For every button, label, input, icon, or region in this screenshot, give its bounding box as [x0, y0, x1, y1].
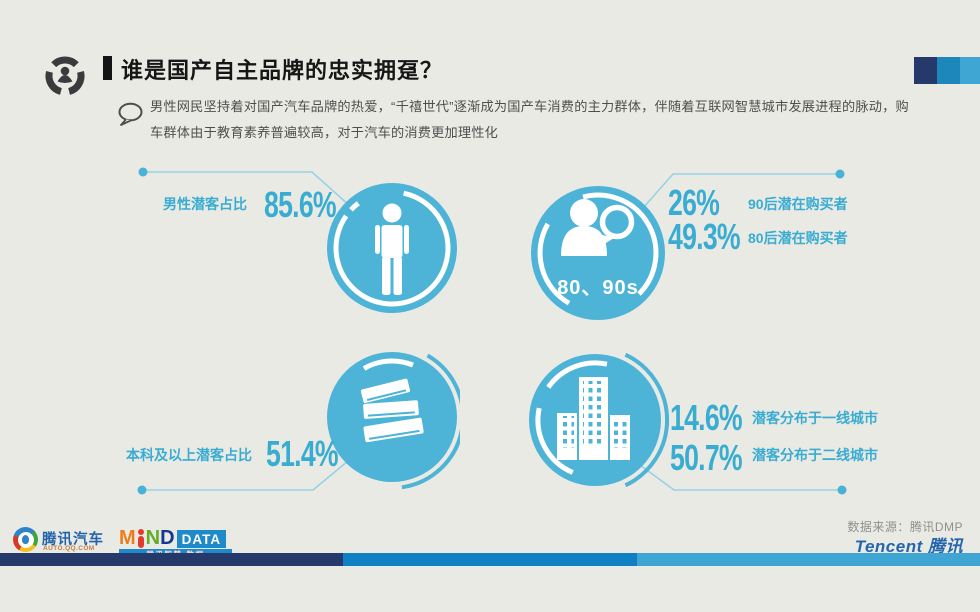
minddata-letter-d: D	[160, 527, 175, 549]
connector-line	[642, 173, 840, 209]
age-90s-label: 90后潜在购买者	[748, 196, 848, 212]
city-tier2-value: 50.7%	[670, 437, 743, 478]
decor-square-blue	[937, 57, 960, 84]
data-source-text: 数据来源：腾讯DMP	[847, 520, 963, 534]
page-title: 谁是国产自主品牌的忠实拥趸？	[121, 58, 444, 83]
age-80s-label: 80后潜在购买者	[748, 230, 848, 246]
title-accent-bar	[103, 56, 112, 80]
connector-dot	[835, 169, 845, 179]
age-badge: 80、90s	[557, 277, 639, 299]
connector-line	[639, 464, 842, 491]
education-stat-graphic	[137, 352, 460, 495]
minddata-letter-n: N	[145, 527, 161, 549]
connector-dot	[138, 167, 148, 177]
minddata-data-box: DATA	[176, 529, 227, 548]
tencent-auto-wordmark: 腾讯汽车	[42, 532, 104, 548]
speech-bubble-icon	[118, 102, 143, 126]
footer-bar-blue	[343, 553, 637, 566]
city-tier1-label: 潜客分布于一线城市	[752, 410, 878, 426]
minddata-person-icon	[137, 529, 144, 548]
footer-bar-light	[637, 553, 980, 566]
books-icon	[360, 378, 424, 443]
tencent-auto-url-caption: AUTO.QQ.COM	[43, 545, 95, 552]
footer-bar-navy	[0, 553, 343, 566]
decor-square-light	[960, 57, 980, 84]
age-80s-value: 49.3%	[668, 216, 741, 257]
intro-text-line-1: 男性网民坚持着对国产汽车品牌的热爱，“千禧世代”逐渐成为国产车消费的主力群体，伴…	[150, 99, 909, 114]
intro-text-line-2: 车群体由于教育素养普遍较高，对于汽车的消费更加理性化	[150, 125, 499, 140]
connector-dot	[137, 485, 147, 495]
city-tier1-value: 14.6%	[670, 397, 743, 438]
connector-dot	[837, 485, 847, 495]
tencent-auto-logo-penguin-icon	[22, 534, 29, 544]
education-value: 51.4%	[266, 433, 339, 474]
minddata-letter-m: M	[119, 527, 136, 549]
tencent-wordmark: Tencent 腾讯	[854, 537, 963, 556]
person-icon	[375, 203, 409, 295]
city-tier2-label: 潜客分布于二线城市	[752, 447, 878, 463]
person-chat-icon	[561, 199, 635, 256]
male-value: 85.6%	[264, 184, 337, 225]
male-stat-graphic	[138, 167, 457, 313]
connector-line	[143, 171, 351, 207]
city-stat-graphic	[529, 352, 847, 495]
emblem-center-icon	[57, 66, 73, 83]
age-90s-value: 26%	[668, 182, 720, 223]
buildings-icon	[557, 377, 630, 460]
education-label: 本科及以上潜客占比	[126, 447, 252, 463]
tencent-auto-emblem-icon	[45, 56, 85, 95]
connector-line	[142, 460, 349, 491]
decor-square-navy	[914, 57, 937, 84]
age-stat-graphic	[531, 169, 845, 320]
male-label: 男性潜客占比	[163, 196, 247, 212]
